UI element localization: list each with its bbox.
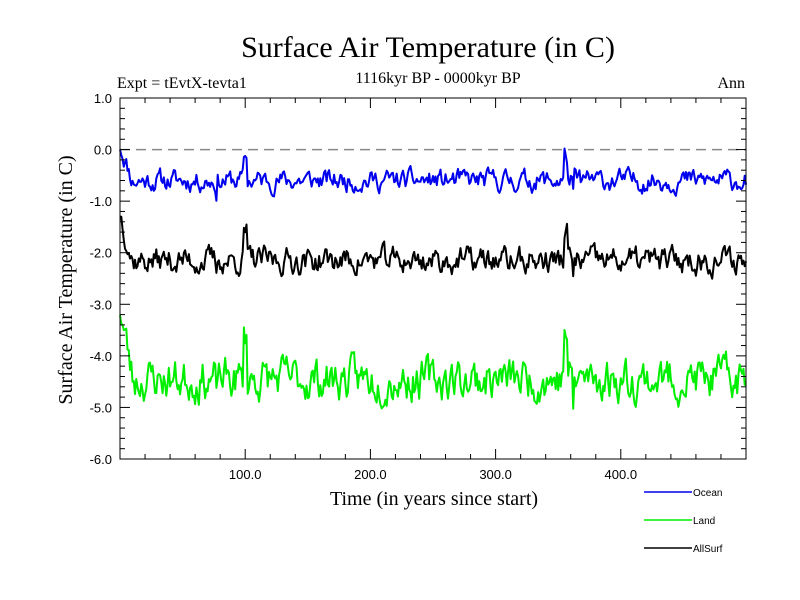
series-line-land: [119, 315, 747, 410]
y-axis-label: Surface Air Temperature (in C): [55, 155, 77, 404]
y-tick-label: -6.0: [90, 452, 112, 467]
y-tick-label: -5.0: [90, 400, 112, 415]
season-label: Ann: [717, 75, 745, 92]
legend-label-land: Land: [693, 516, 715, 527]
legend: Ocean Land AllSurf: [644, 488, 723, 555]
x-tick-label: 200.0: [354, 467, 387, 482]
y-tick-label: 1.0: [94, 91, 112, 106]
plot-frame: [119, 97, 747, 460]
x-tick-label: 100.0: [229, 467, 262, 482]
legend-label-ocean: Ocean: [693, 488, 722, 499]
chart-title: Surface Air Temperature (in C): [241, 31, 615, 64]
x-tick-label: 300.0: [479, 467, 512, 482]
chart-subtitle: 1116kyr BP - 0000kyr BP: [355, 70, 520, 87]
y-tick-label: -4.0: [90, 349, 112, 364]
y-tick-label: 0.0: [94, 143, 112, 158]
y-tick-label: -3.0: [90, 297, 112, 312]
series-line-ocean: [119, 147, 747, 202]
x-tick-label: 400.0: [605, 467, 638, 482]
experiment-label: Expt = tEvtX-tevta1: [117, 75, 247, 92]
series-line-allsurf: [119, 215, 747, 280]
legend-label-allsurf: AllSurf: [693, 544, 723, 555]
series-layer: [119, 147, 747, 410]
x-axis-label: Time (in years since start): [330, 488, 538, 510]
y-tick-label: -1.0: [90, 194, 112, 209]
axes: 1.0 0.0 -1.0 -2.0 -3.0 -4.0 -5.0 -6.0 100.0 200.0…: [90, 91, 747, 482]
y-tick-label: -2.0: [90, 246, 112, 261]
